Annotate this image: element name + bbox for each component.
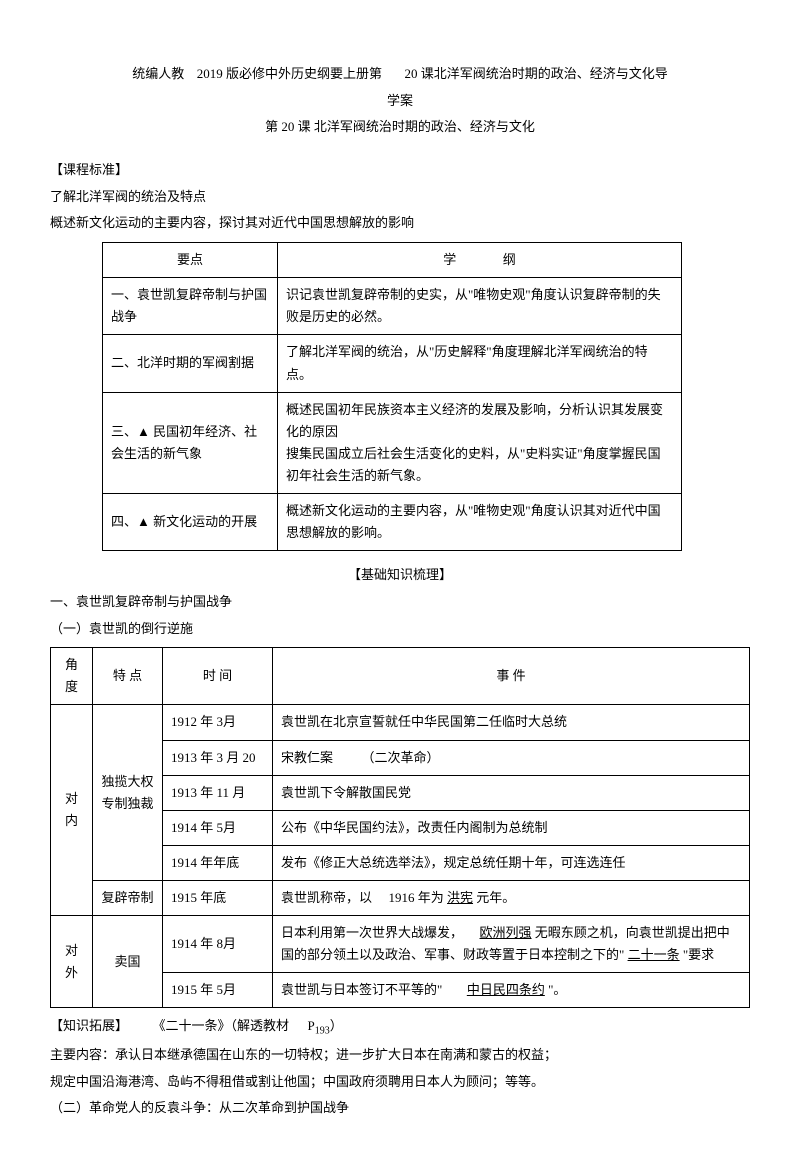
cell-point: 一、袁世凯复辟帝制与护国战争	[103, 278, 278, 335]
standard-line1: 了解北洋军阀的统治及特点	[50, 185, 750, 210]
section-1a: （一）袁世凯的倒行逆施	[50, 617, 750, 642]
page-ref-close: ）	[330, 1018, 343, 1033]
standard-label: 【课程标准】	[50, 158, 750, 183]
cell-event: 公布《中华民国约法》，改责任内阁制为总统制	[273, 810, 750, 845]
knowledge-label: 【基础知识梳理】	[50, 563, 750, 588]
table-row: 三、▲ 民国初年经济、社会生活的新气象 概述民国初年民族资本主义经济的发展及影响…	[103, 392, 682, 493]
title-a: 统编人教	[132, 66, 184, 81]
cell-point: 四、▲ 新文化运动的开展	[103, 493, 278, 550]
col-header-points: 要点	[103, 243, 278, 278]
cell-outline: 概述民国初年民族资本主义经济的发展及影响，分析认识其发展变化的原因 搜集民国成立…	[278, 392, 682, 493]
doc-title-line1: 统编人教 2019 版必修中外历史纲要上册第 20 课北洋军阀统治时期的政治、经…	[50, 62, 750, 87]
event-underline: 中日民四条约	[467, 982, 545, 997]
section-1b: （二）革命党人的反袁斗争：从二次革命到护国战争	[50, 1096, 750, 1121]
cell-outline: 概述新文化运动的主要内容，从"唯物史观"角度认识其对近代中国思想解放的影响。	[278, 493, 682, 550]
cell-event: 袁世凯下令解散国民党	[273, 775, 750, 810]
cell-event: 日本利用第一次世界大战爆发， 欧洲列强 无暇东顾之机，向袁世凯提出把中国的部分领…	[273, 915, 750, 972]
event-text: 袁世凯与日本签订不平等的"	[281, 982, 442, 997]
events-table: 角度 特 点 时 间 事 件 对内 独揽大权专制独裁 1912 年 3月 袁世凯…	[50, 647, 750, 1008]
table-row: 四、▲ 新文化运动的开展 概述新文化运动的主要内容，从"唯物史观"角度认识其对近…	[103, 493, 682, 550]
cell-event: 宋教仁案 （二次革命）	[273, 740, 750, 775]
cell-time: 1915 年 5月	[163, 973, 273, 1008]
cell-time: 1914 年年底	[163, 845, 273, 880]
table-row: 对外 卖国 1914 年 8月 日本利用第一次世界大战爆发， 欧洲列强 无暇东顾…	[51, 915, 750, 972]
col-header-event: 事 件	[273, 648, 750, 705]
col-header-outline: 学 纲	[278, 243, 682, 278]
event-underline: 欧洲列强	[480, 925, 532, 940]
doc-title-line2: 学案	[50, 89, 750, 114]
cell-outline: 了解北洋军阀的统治，从"历史解释"角度理解北洋军阀统治的特点。	[278, 335, 682, 392]
page-ref-p: P	[308, 1018, 315, 1033]
cell-outline: 识记袁世凯复辟帝制的史实，从"唯物史观"角度认识复辟帝制的失败是历史的必然。	[278, 278, 682, 335]
col-header-angle: 角度	[51, 648, 93, 705]
event-underline: 洪宪	[447, 890, 473, 905]
cell-event: 袁世凯与日本签订不平等的" 中日民四条约 "。	[273, 973, 750, 1008]
event-text: 元年。	[476, 890, 515, 905]
col-header-time: 时 间	[163, 648, 273, 705]
cell-time: 1913 年 3 月 20	[163, 740, 273, 775]
table-row: 对内 独揽大权专制独裁 1912 年 3月 袁世凯在北京宣誓就任中华民国第二任临…	[51, 705, 750, 740]
table-row: 角度 特 点 时 间 事 件	[51, 648, 750, 705]
cell-angle-external: 对外	[51, 915, 93, 1007]
cell-time: 1913 年 11 月	[163, 775, 273, 810]
doc-subtitle: 第 20 课 北洋军阀统治时期的政治、经济与文化	[50, 115, 750, 140]
table-row: 要点 学 纲	[103, 243, 682, 278]
title-c: 20 课北洋军阀统治时期的政治、经济与文化导	[405, 66, 668, 81]
h2b: 纲	[503, 252, 516, 267]
cell-time: 1912 年 3月	[163, 705, 273, 740]
expansion-line2: 主要内容：承认日本继承德国在山东的一切特权；进一步扩大日本在南满和蒙古的权益；	[50, 1043, 750, 1068]
section-1: 一、袁世凯复辟帝制与护国战争	[50, 590, 750, 615]
col-header-feature: 特 点	[93, 648, 163, 705]
event-text: 1916 年为	[389, 890, 444, 905]
expansion-line3: 规定中国沿海港湾、岛屿不得租借或割让他国；中国政府须聘用日本人为顾问；等等。	[50, 1070, 750, 1095]
title-b: 2019 版必修中外历史纲要上册第	[197, 66, 382, 81]
cell-time: 1915 年底	[163, 880, 273, 915]
cell-time: 1914 年 5月	[163, 810, 273, 845]
cell-event: 袁世凯在北京宣誓就任中华民国第二任临时大总统	[273, 705, 750, 740]
standard-line2: 概述新文化运动的主要内容，探讨其对近代中国思想解放的影响	[50, 211, 750, 236]
table-row: 一、袁世凯复辟帝制与护国战争 识记袁世凯复辟帝制的史实，从"唯物史观"角度认识复…	[103, 278, 682, 335]
cell-feature-betrayal: 卖国	[93, 915, 163, 1007]
h2a: 学	[443, 252, 456, 267]
event-text: "要求	[683, 947, 714, 962]
table-row: 复辟帝制 1915 年底 袁世凯称帝，以 1916 年为 洪宪 元年。	[51, 880, 750, 915]
outline-table: 要点 学 纲 一、袁世凯复辟帝制与护国战争 识记袁世凯复辟帝制的史实，从"唯物史…	[102, 242, 682, 551]
expansion-title: 《二十一条》（解透教材	[153, 1018, 290, 1033]
page-ref-num: 193	[315, 1026, 330, 1037]
cell-point: 二、北洋时期的军阀割据	[103, 335, 278, 392]
event-text: （二次革命）	[362, 750, 440, 765]
event-text: 袁世凯称帝，以	[281, 890, 372, 905]
event-text: "。	[548, 982, 566, 997]
cell-feature-restoration: 复辟帝制	[93, 880, 163, 915]
expansion-line1: 【知识拓展】 《二十一条》（解透教材 P193）	[50, 1014, 750, 1041]
cell-feature-autocracy: 独揽大权专制独裁	[93, 705, 163, 880]
cell-event: 发布《修正大总统选举法》，规定总统任期十年，可连选连任	[273, 845, 750, 880]
cell-time: 1914 年 8月	[163, 915, 273, 972]
event-underline: 二十一条	[628, 947, 680, 962]
cell-angle-internal: 对内	[51, 705, 93, 916]
event-text: 宋教仁案	[281, 750, 333, 765]
cell-event: 袁世凯称帝，以 1916 年为 洪宪 元年。	[273, 880, 750, 915]
expansion-label: 【知识拓展】	[50, 1018, 128, 1033]
cell-point: 三、▲ 民国初年经济、社会生活的新气象	[103, 392, 278, 493]
table-row: 二、北洋时期的军阀割据 了解北洋军阀的统治，从"历史解释"角度理解北洋军阀统治的…	[103, 335, 682, 392]
event-text: 日本利用第一次世界大战爆发，	[281, 925, 463, 940]
